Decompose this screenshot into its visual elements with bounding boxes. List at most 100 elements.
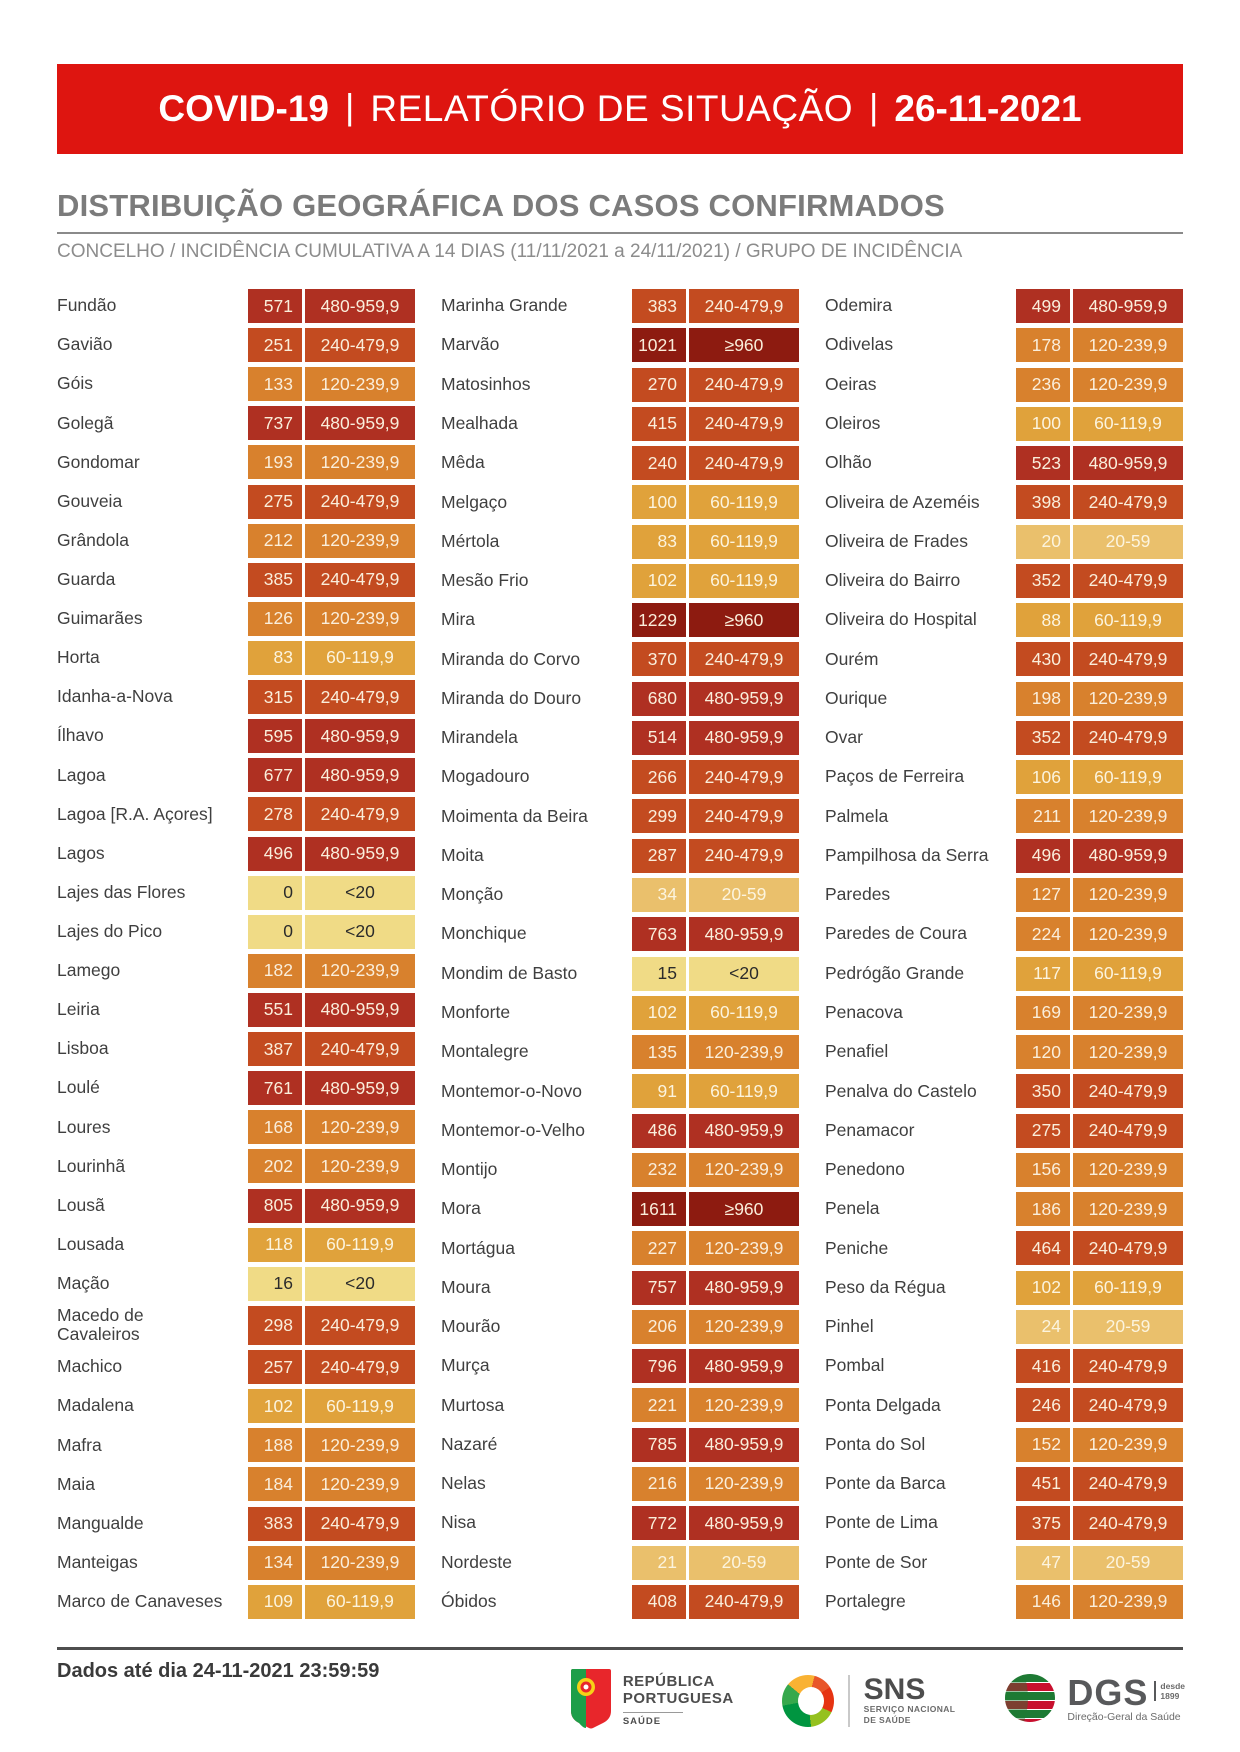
table-row: Paços de Ferreira 106 60-119,9 xyxy=(825,760,1183,795)
incidence-group-cell: ≥960 xyxy=(689,1192,799,1227)
incidence-group-cell: 240-479,9 xyxy=(305,562,415,597)
municipality-name: Moura xyxy=(441,1276,491,1297)
incidence-value-cell: 680 xyxy=(632,681,686,716)
incidence-group-cell: 120-239,9 xyxy=(305,1149,415,1184)
municipality-name: Macedo de Cavaleiros xyxy=(57,1304,144,1345)
incidence-value-cell: 221 xyxy=(632,1388,686,1423)
incidence-group-cell: <20 xyxy=(305,875,415,910)
incidence-value-cell: 118 xyxy=(248,1227,302,1262)
incidence-value-cell: 178 xyxy=(1016,328,1070,363)
municipality-name: Mira xyxy=(441,609,476,630)
sns-sub-line2: DE SAÚDE xyxy=(863,1714,911,1725)
incidence-value-cell: 83 xyxy=(248,640,302,675)
incidence-value-cell: 315 xyxy=(248,680,302,715)
municipality-name: Paços de Ferreira xyxy=(825,766,965,787)
incidence-group-cell: 20-59 xyxy=(1073,524,1183,559)
municipality-name: Penacova xyxy=(825,1001,903,1022)
incidence-value-cell: 805 xyxy=(248,1188,302,1223)
incidence-group-cell: 240-479,9 xyxy=(689,1584,799,1619)
incidence-value-cell: 257 xyxy=(248,1350,302,1385)
incidence-table: Fundão 571 480-959,9 Gavião 251 240-479,9 Góis… xyxy=(57,289,1183,1619)
incidence-group-cell: 480-959,9 xyxy=(305,289,415,323)
incidence-value-cell: 102 xyxy=(1016,1270,1070,1305)
table-row: Matosinhos 270 240-479,9 xyxy=(441,367,799,402)
incidence-group-cell: 120-239,9 xyxy=(689,1388,799,1423)
table-row: Ponte de Sor 47 20-59 xyxy=(825,1545,1183,1580)
incidence-group-cell: <20 xyxy=(305,1266,415,1301)
incidence-value-cell: 1611 xyxy=(632,1192,686,1227)
incidence-group-cell: 480-959,9 xyxy=(689,1427,799,1462)
incidence-value-cell: 169 xyxy=(1016,995,1070,1030)
incidence-group-cell: 480-959,9 xyxy=(1073,838,1183,873)
municipality-name: Miranda do Corvo xyxy=(441,648,581,669)
incidence-group-cell: 480-959,9 xyxy=(305,406,415,441)
incidence-value-cell: 785 xyxy=(632,1427,686,1462)
table-row: Grândola 212 120-239,9 xyxy=(57,523,415,558)
incidence-value-cell: 551 xyxy=(248,992,302,1027)
incidence-value-cell: 100 xyxy=(632,485,686,520)
incidence-value-cell: 571 xyxy=(248,289,302,323)
incidence-value-cell: 408 xyxy=(632,1584,686,1619)
table-row: Góis 133 120-239,9 xyxy=(57,367,415,402)
municipality-name: Ourique xyxy=(825,687,888,708)
table-row: Penela 186 120-239,9 xyxy=(825,1192,1183,1227)
incidence-group-cell: 240-479,9 xyxy=(689,446,799,481)
municipality-name: Penamacor xyxy=(825,1119,915,1140)
municipality-name: Pombal xyxy=(825,1355,885,1376)
incidence-group-cell: 240-479,9 xyxy=(689,406,799,441)
municipality-name: Lagos xyxy=(57,842,105,863)
incidence-value-cell: 352 xyxy=(1016,563,1070,598)
municipality-name: Lagoa [R.A. Açores] xyxy=(57,803,213,824)
incidence-value-cell: 430 xyxy=(1016,642,1070,677)
incidence-group-cell: 480-959,9 xyxy=(305,719,415,754)
table-row: Mafra 188 120-239,9 xyxy=(57,1428,415,1463)
table-row: Monchique 763 480-959,9 xyxy=(441,917,799,952)
incidence-group-cell: 60-119,9 xyxy=(1073,956,1183,991)
municipality-name: Gouveia xyxy=(57,490,123,511)
municipality-name: Guimarães xyxy=(57,608,143,629)
table-row: Mourão 206 120-239,9 xyxy=(441,1309,799,1344)
municipality-name: Lajes do Pico xyxy=(57,920,163,941)
municipality-name: Murtosa xyxy=(441,1394,505,1415)
table-row: Montalegre 135 120-239,9 xyxy=(441,1035,799,1070)
table-row: Portalegre 146 120-239,9 xyxy=(825,1584,1183,1619)
incidence-group-cell: 60-119,9 xyxy=(689,485,799,520)
table-row: Gondomar 193 120-239,9 xyxy=(57,445,415,480)
sns-sub-line1: SERVIÇO NACIONAL xyxy=(863,1704,956,1715)
table-row: Mação 16 <20 xyxy=(57,1266,415,1301)
municipality-name: Nazaré xyxy=(441,1433,498,1454)
table-row: Lajes do Pico 0 <20 xyxy=(57,914,415,949)
table-row: Peso da Régua 102 60-119,9 xyxy=(825,1270,1183,1305)
municipality-name: Óbidos xyxy=(441,1590,497,1611)
table-row: Penalva do Castelo 350 240-479,9 xyxy=(825,1074,1183,1109)
municipality-name: Murça xyxy=(441,1355,490,1376)
incidence-value-cell: 135 xyxy=(632,1035,686,1070)
table-row: Mesão Frio 102 60-119,9 xyxy=(441,563,799,598)
municipality-name: Penedono xyxy=(825,1159,905,1180)
table-row: Macedo de Cavaleiros 298 240-479,9 xyxy=(57,1304,415,1346)
municipality-name: Mafra xyxy=(57,1434,102,1455)
incidence-group-cell: 60-119,9 xyxy=(689,524,799,559)
table-column-3: Odemira 499 480-959,9 Odivelas 178 120-239,9 O… xyxy=(825,289,1183,1619)
municipality-name: Lousã xyxy=(57,1194,105,1215)
table-row: Oliveira do Bairro 352 240-479,9 xyxy=(825,563,1183,598)
incidence-group-cell: 120-239,9 xyxy=(1073,995,1183,1030)
sns-logo: SNS SERVIÇO NACIONAL DE SAÚDE xyxy=(781,1674,956,1727)
table-row: Miranda do Corvo 370 240-479,9 xyxy=(441,642,799,677)
table-row: Montemor-o-Novo 91 60-119,9 xyxy=(441,1074,799,1109)
incidence-value-cell: 352 xyxy=(1016,720,1070,755)
municipality-name: Machico xyxy=(57,1356,123,1377)
municipality-name: Lourinhã xyxy=(57,1155,126,1176)
incidence-value-cell: 100 xyxy=(1016,406,1070,441)
table-row: Mortágua 227 120-239,9 xyxy=(441,1231,799,1266)
incidence-value-cell: 236 xyxy=(1016,367,1070,402)
banner-separator: | xyxy=(345,86,355,127)
incidence-group-cell: 60-119,9 xyxy=(1073,406,1183,441)
incidence-value-cell: 1229 xyxy=(632,603,686,638)
municipality-name: Odivelas xyxy=(825,334,894,355)
incidence-value-cell: 91 xyxy=(632,1074,686,1109)
incidence-value-cell: 106 xyxy=(1016,760,1070,795)
table-row: Ponta Delgada 246 240-479,9 xyxy=(825,1388,1183,1423)
incidence-group-cell: 120-239,9 xyxy=(689,1231,799,1266)
table-row: Marvão 1021 ≥960 xyxy=(441,328,799,363)
